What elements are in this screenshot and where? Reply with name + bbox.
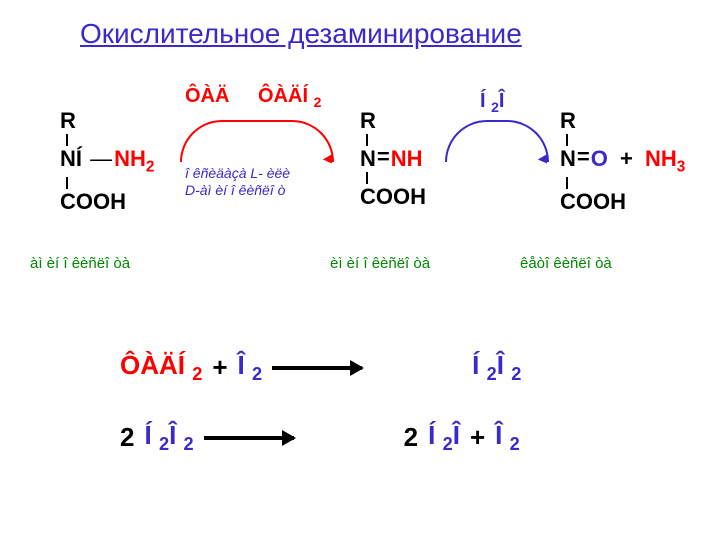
plus-sign: + <box>620 146 633 171</box>
mol-ni: NÍ <box>60 146 82 171</box>
caption-imino: èì èí î êèñëî òà <box>330 255 430 272</box>
bond <box>66 177 68 189</box>
equation-1: ÔÀÄÍ 2 + Î 2 Í 2Î 2 <box>120 350 521 385</box>
eq2-h2o2: Í 2Î 2 <box>144 420 193 455</box>
mol-nh3: NH3 <box>645 146 685 171</box>
mol-cooh: COOH <box>360 186 426 208</box>
reaction-arc-1 <box>180 120 334 162</box>
mol-n: N <box>560 146 576 171</box>
water-label: Í 2Î <box>480 90 504 115</box>
mol-r: R <box>60 110 154 132</box>
eq1-o2: Î 2 <box>238 350 263 385</box>
enzyme-note-1: î êñèäàçà L- èëè <box>185 165 290 181</box>
mol-r: R <box>560 110 685 132</box>
reaction-arc-2 <box>445 120 549 162</box>
mol-nh: NH <box>391 146 423 171</box>
eq2-coef2: 2 <box>404 422 418 453</box>
caption-amino: àì èí î êèñëî òà <box>30 255 130 272</box>
arrow-icon <box>272 366 362 370</box>
caption-keto: êåòî êèñëî òà <box>520 255 612 272</box>
page-title: Окислительное дезаминирование <box>80 18 522 50</box>
double-bond: = <box>577 144 590 169</box>
molecule-imino-acid: R N=NH COOH <box>360 110 426 208</box>
bond <box>566 177 568 189</box>
eq2-coef: 2 <box>120 422 134 453</box>
mol-cooh: COOH <box>60 191 154 213</box>
bond <box>566 134 568 146</box>
mol-n-row: N=O + NH3 <box>560 148 685 175</box>
mol-n-row: N=NH <box>360 148 426 170</box>
eq1-h2o2: Í 2Î 2 <box>472 350 521 385</box>
cofactor-left: ÔÀÄ <box>185 85 229 108</box>
eq2-o2: Î 2 <box>495 420 520 455</box>
mol-nh2: NH2 <box>114 146 154 171</box>
equation-2: 2 Í 2Î 2 2 Í 2Î + Î 2 <box>120 420 520 455</box>
mol-o: O <box>591 146 608 171</box>
single-bond: — <box>90 146 112 171</box>
mol-n: N <box>360 146 376 171</box>
eq1-t1: ÔÀÄÍ 2 <box>120 350 202 385</box>
mol-r: R <box>360 110 426 132</box>
arrow-icon <box>204 436 294 440</box>
cofactor-right: ÔÀÄÍ 2 <box>258 85 321 110</box>
mol-cooh: COOH <box>560 191 685 213</box>
bond <box>66 134 68 146</box>
bond <box>366 134 368 146</box>
eq2-plus: + <box>470 422 485 453</box>
bond <box>366 172 368 184</box>
molecule-amino-acid: R NÍ —NH2 COOH <box>60 110 154 213</box>
double-bond: = <box>377 144 390 169</box>
molecule-keto-acid: R N=O + NH3 COOH <box>560 110 685 213</box>
eq2-h2o: Í 2Î <box>428 420 460 455</box>
enzyme-note-2: D-àì èí î êèñëî ò <box>185 182 285 198</box>
mol-n-row: NÍ —NH2 <box>60 148 154 175</box>
eq1-plus: + <box>212 352 227 383</box>
